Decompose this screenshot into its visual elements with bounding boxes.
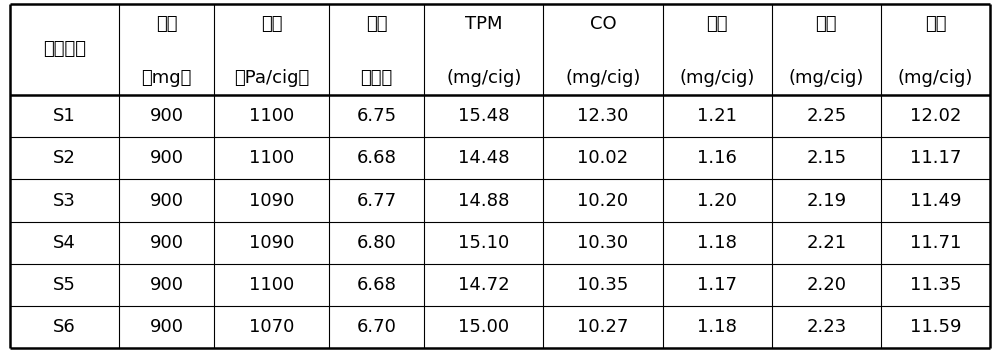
Text: 15.00: 15.00 [458,318,509,337]
Text: 6.68: 6.68 [357,276,397,294]
Text: 1090: 1090 [249,234,294,252]
Text: 2.23: 2.23 [806,318,846,337]
Text: (mg/cig): (mg/cig) [446,69,522,87]
Text: 6.80: 6.80 [357,234,397,252]
Text: 14.48: 14.48 [458,149,510,167]
Text: 12.02: 12.02 [910,107,961,125]
Text: 1070: 1070 [249,318,294,337]
Text: S3: S3 [53,191,76,209]
Text: 6.77: 6.77 [357,191,397,209]
Text: 11.49: 11.49 [910,191,961,209]
Text: (mg/cig): (mg/cig) [789,69,864,87]
Text: 1090: 1090 [249,191,294,209]
Text: 6.68: 6.68 [357,149,397,167]
Text: 11.17: 11.17 [910,149,961,167]
Text: 2.15: 2.15 [806,149,846,167]
Text: 11.35: 11.35 [910,276,961,294]
Text: 1.16: 1.16 [697,149,737,167]
Text: 1.20: 1.20 [697,191,737,209]
Text: 重量: 重量 [156,15,177,33]
Text: S4: S4 [53,234,76,252]
Text: S6: S6 [53,318,76,337]
Text: 10.35: 10.35 [577,276,629,294]
Text: (mg/cig): (mg/cig) [898,69,973,87]
Text: S2: S2 [53,149,76,167]
Text: （mg）: （mg） [141,69,192,87]
Text: CO: CO [590,15,616,33]
Text: 900: 900 [150,107,184,125]
Text: 10.20: 10.20 [577,191,629,209]
Text: 14.72: 14.72 [458,276,510,294]
Text: 烟碱: 烟碱 [706,15,728,33]
Text: 1100: 1100 [249,107,294,125]
Text: 6.75: 6.75 [357,107,397,125]
Text: （Pa/cig）: （Pa/cig） [234,69,309,87]
Text: 2.19: 2.19 [806,191,846,209]
Text: 900: 900 [150,234,184,252]
Text: 12.30: 12.30 [577,107,629,125]
Text: 2.21: 2.21 [806,234,846,252]
Text: TPM: TPM [465,15,503,33]
Text: 口数: 口数 [366,15,387,33]
Text: 10.02: 10.02 [577,149,629,167]
Text: 900: 900 [150,191,184,209]
Text: 1100: 1100 [249,276,294,294]
Text: 2.20: 2.20 [806,276,846,294]
Text: 2.25: 2.25 [806,107,846,125]
Text: 1.18: 1.18 [697,234,737,252]
Text: 900: 900 [150,149,184,167]
Text: 11.71: 11.71 [910,234,961,252]
Text: 1.17: 1.17 [697,276,737,294]
Text: 吸阻: 吸阻 [261,15,282,33]
Text: S1: S1 [53,107,76,125]
Text: 15.10: 15.10 [458,234,509,252]
Text: 卷烟试样: 卷烟试样 [43,40,86,58]
Text: 1.21: 1.21 [697,107,737,125]
Text: 1100: 1100 [249,149,294,167]
Text: 10.27: 10.27 [577,318,629,337]
Text: 900: 900 [150,276,184,294]
Text: 900: 900 [150,318,184,337]
Text: （口）: （口） [361,69,393,87]
Text: 1.18: 1.18 [697,318,737,337]
Text: 14.88: 14.88 [458,191,510,209]
Text: 焦油: 焦油 [925,15,946,33]
Text: 10.30: 10.30 [577,234,629,252]
Text: 15.48: 15.48 [458,107,510,125]
Text: 11.59: 11.59 [910,318,961,337]
Text: (mg/cig): (mg/cig) [565,69,641,87]
Text: 水分: 水分 [816,15,837,33]
Text: 6.70: 6.70 [357,318,397,337]
Text: S5: S5 [53,276,76,294]
Text: (mg/cig): (mg/cig) [680,69,755,87]
